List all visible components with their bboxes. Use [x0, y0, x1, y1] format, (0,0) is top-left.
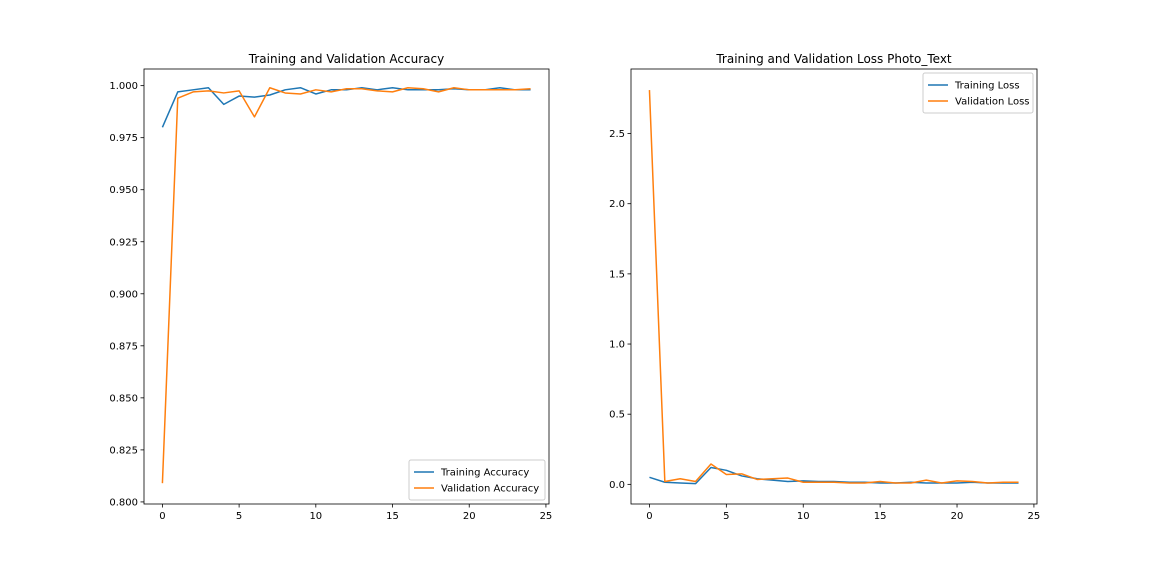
x-tick-label: 15: [874, 511, 887, 522]
x-tick-label: 0: [159, 511, 165, 522]
y-tick-label: 0.5: [609, 410, 625, 421]
x-tick-label: 10: [797, 511, 810, 522]
x-tick-label: 5: [236, 511, 242, 522]
legend: Training Loss Validation Loss: [922, 72, 1034, 114]
legend-label: Validation Accuracy: [441, 484, 539, 495]
y-tick-label: 0.975: [109, 133, 138, 144]
x-tick-label: 25: [540, 511, 553, 522]
legend-label: Training Loss: [954, 81, 1020, 92]
x-tick-label: 10: [309, 511, 322, 522]
loss-chart: Training and Validation Loss Photo_Text 0…: [609, 52, 1040, 522]
y-tick-label: 0.850: [109, 393, 138, 404]
x-tick-label: 0: [646, 511, 652, 522]
legend-box: [922, 72, 1034, 114]
x-tick-label: 20: [463, 511, 476, 522]
series-line-validation: [161, 86, 531, 484]
y-tick-label: 0.925: [109, 237, 138, 248]
series-line-validation: [648, 90, 1019, 484]
chart-title: Training and Validation Loss Photo_Text: [715, 52, 952, 66]
x-tick-label: 5: [723, 511, 729, 522]
y-tick-label: 0.950: [109, 185, 138, 196]
y-tick-label: 2.5: [609, 129, 625, 140]
y-tick-label: 0.900: [109, 289, 138, 300]
y-tick-label: 0.0: [609, 480, 625, 491]
y-tick-label: 2.0: [609, 199, 625, 210]
accuracy-chart: Training and Validation Accuracy 0 5 10 15 20…: [109, 52, 552, 522]
y-tick-label: 1.5: [609, 269, 625, 280]
x-tick-label: 20: [951, 511, 964, 522]
legend-box: [408, 459, 546, 501]
y-tick-label: 1.000: [109, 81, 138, 92]
x-tick-label: 15: [386, 511, 399, 522]
y-tick-label: 0.825: [109, 445, 138, 456]
legend: Training Accuracy Validation Accuracy: [408, 459, 546, 501]
axes-frame: [630, 68, 1038, 505]
y-tick-label: 0.800: [109, 497, 138, 508]
y-tick-label: 1.0: [609, 340, 625, 351]
axes-frame: [143, 68, 550, 505]
x-tick-label: 25: [1028, 511, 1041, 522]
chart-title: Training and Validation Accuracy: [248, 52, 444, 66]
y-tick-label: 0.875: [109, 341, 138, 352]
legend-label: Training Accuracy: [440, 468, 529, 479]
legend-label: Validation Loss: [955, 97, 1030, 108]
